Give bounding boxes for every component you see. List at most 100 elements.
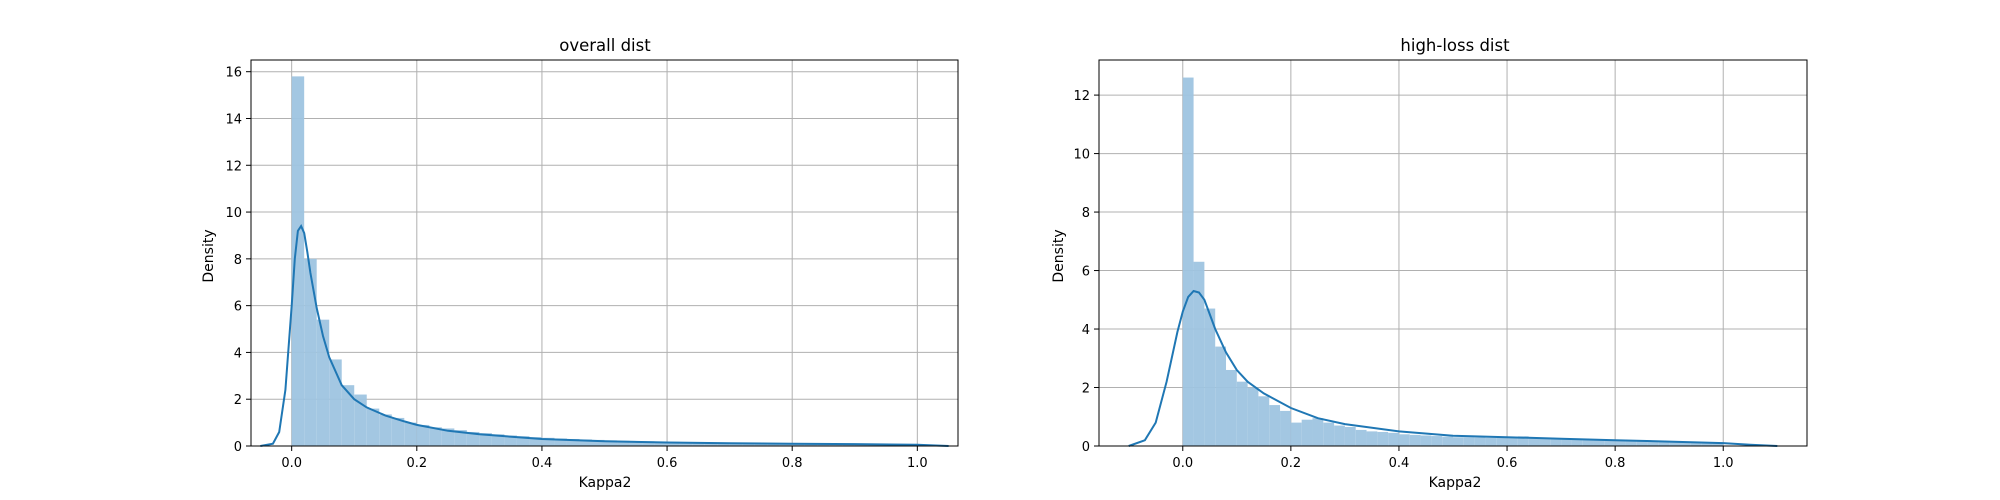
histogram-bar [704, 442, 718, 446]
histogram-bar [1463, 437, 1475, 446]
histogram-bar [1215, 346, 1227, 446]
histogram-bar [1517, 436, 1529, 446]
histogram-bar [1334, 425, 1345, 446]
histogram-bar [1420, 435, 1432, 446]
histogram-bar [1701, 442, 1713, 446]
histogram-bar [1615, 440, 1626, 446]
chart-title: overall dist [559, 36, 651, 55]
histogram-bar [1539, 438, 1551, 446]
histogram-bar [1236, 381, 1248, 446]
histogram-bar [804, 443, 818, 446]
y-tick-label: 8 [1082, 206, 1090, 221]
histogram-bar [1280, 410, 1291, 446]
histogram [1182, 77, 1724, 446]
histogram-bar [1204, 308, 1216, 446]
histogram-bar [441, 428, 455, 446]
histogram-bar [1679, 441, 1691, 446]
histogram-bar [1355, 429, 1367, 446]
grid [251, 60, 958, 447]
plot-frame [1098, 59, 1808, 447]
histogram-bar [479, 433, 492, 446]
x-axis-label: Kappa2 [1429, 475, 1482, 491]
histogram-bar [354, 394, 367, 446]
axes: 0.0 0.2 0.4 0.6 0.8 1.0 0 2 4 6 8 10 12 [1073, 89, 1733, 471]
histogram-bar [629, 441, 643, 446]
histogram-bar [604, 440, 618, 446]
histogram-bar [717, 442, 730, 446]
histogram-bar [379, 414, 392, 446]
histogram-bar [429, 427, 442, 446]
histogram-bar [454, 430, 467, 446]
histogram-bar [679, 442, 693, 446]
histogram-bar [692, 442, 705, 446]
histogram-bar [1269, 405, 1281, 446]
histogram-bar [1226, 369, 1237, 446]
histogram-bar [1182, 77, 1194, 446]
histogram [291, 76, 918, 446]
histogram-bar [779, 443, 793, 446]
histogram-bar [767, 443, 780, 446]
histogram-bar [1582, 439, 1594, 446]
histogram-bar [1561, 438, 1572, 446]
histogram-bar [1625, 440, 1637, 446]
histogram-bar [1593, 439, 1605, 446]
histogram-bar [554, 438, 567, 446]
histogram-bar [566, 438, 580, 446]
plot-frame [250, 59, 959, 447]
histogram-bar [1669, 441, 1680, 446]
histogram-bar [1344, 426, 1356, 446]
y-tick-label: 14 [225, 112, 242, 127]
y-tick-label: 6 [1082, 265, 1090, 280]
y-tick-label: 8 [234, 253, 242, 268]
histogram-bar [1258, 396, 1270, 446]
histogram-bar [1290, 422, 1302, 446]
y-tick-label: 12 [1073, 89, 1090, 104]
histogram-bar [642, 441, 655, 446]
histogram-bar [1388, 432, 1399, 446]
histogram-bar [1323, 422, 1335, 446]
histogram-bar [304, 258, 317, 446]
x-axis-label: Kappa2 [579, 475, 632, 491]
y-tick-label: 4 [1082, 323, 1090, 338]
histogram-bar [654, 441, 668, 446]
y-tick-label: 16 [225, 66, 242, 81]
histogram-bar [1474, 437, 1486, 446]
x-tick-label: 0.6 [657, 456, 678, 471]
x-tick-label: 0.6 [1497, 456, 1518, 471]
histogram-bar [1193, 261, 1205, 446]
histogram-bar [291, 76, 305, 446]
y-axis-label: Density [201, 229, 217, 282]
histogram-bar [504, 435, 517, 446]
x-tick-label: 0.2 [1281, 456, 1302, 471]
y-tick-label: 0 [1082, 440, 1090, 455]
x-tick-label: 0.0 [1172, 456, 1193, 471]
histogram-bar [391, 417, 405, 446]
histogram-bar [1431, 436, 1443, 446]
histogram-bar [1366, 431, 1378, 446]
y-tick-label: 4 [234, 346, 242, 361]
histogram-bar [516, 436, 530, 446]
chart-title: high-loss dist [1400, 36, 1510, 55]
histogram-bar [1485, 437, 1497, 446]
histogram-bar [1571, 439, 1583, 446]
histogram-bar [1636, 440, 1648, 446]
y-tick-label: 10 [1073, 148, 1090, 163]
y-axis-label: Density [1051, 229, 1067, 282]
histogram-bar [491, 434, 505, 446]
y-tick-label: 6 [234, 300, 242, 315]
histogram-bar [416, 424, 430, 446]
histogram-bar [1312, 418, 1324, 446]
x-tick-label: 1.0 [907, 456, 928, 471]
histogram-bar [329, 359, 342, 446]
overall-dist-panel: overall dist Kappa2 Density 0.0 0.2 0.4 0.6… [201, 36, 959, 491]
kde-line [1128, 289, 1778, 447]
x-tick-label: 0.0 [281, 456, 302, 471]
y-tick-label: 10 [225, 206, 242, 221]
histogram-bar [579, 439, 592, 446]
histogram-bar [1604, 439, 1616, 446]
y-tick-label: 2 [234, 393, 242, 408]
histogram-bar [617, 440, 630, 446]
histogram-bar [1550, 438, 1562, 446]
histogram-bar [754, 443, 768, 446]
x-tick-label: 0.2 [406, 456, 427, 471]
